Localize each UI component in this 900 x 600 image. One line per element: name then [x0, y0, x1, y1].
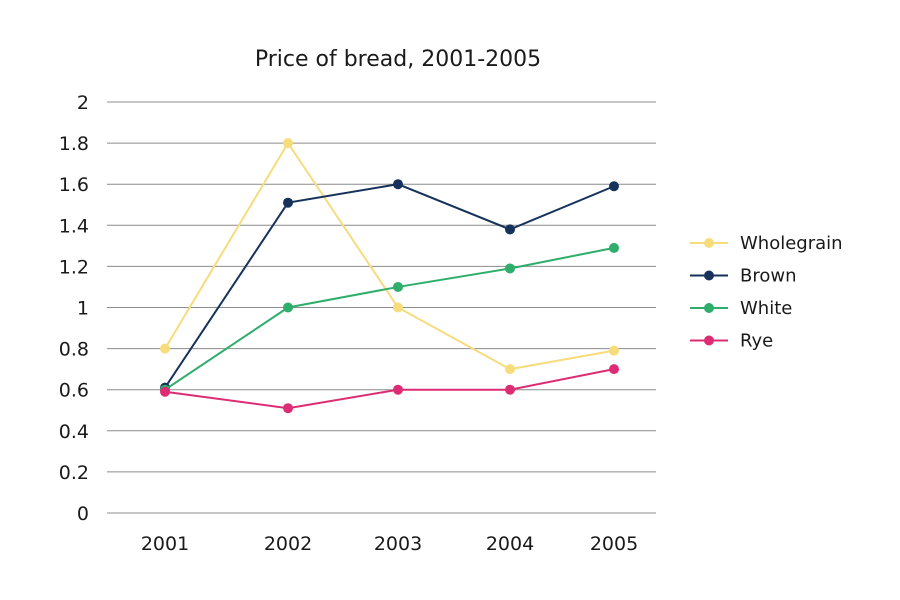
series-line [164, 141, 615, 371]
x-tick-label: 2003 [374, 533, 422, 555]
data-point [609, 345, 619, 356]
y-tick-label: 1.2 [59, 256, 89, 278]
y-tick-label: 2 [77, 92, 89, 114]
y-tick-label: 1.6 [59, 174, 89, 196]
data-point [505, 224, 515, 235]
data-point [160, 386, 170, 397]
y-tick-label: 0.8 [59, 339, 89, 361]
series-brown [160, 179, 619, 393]
x-tick-label: 2005 [590, 533, 638, 555]
x-tick-label: 2001 [141, 533, 189, 555]
legend-label: Wholegrain [740, 233, 843, 254]
legend-swatch-marker [704, 303, 714, 313]
series-white [160, 242, 619, 395]
series-wholegrain [160, 138, 619, 375]
data-point [505, 384, 515, 395]
series-group [160, 138, 619, 414]
legend-label: Rye [740, 331, 773, 352]
legend-item: Rye [690, 331, 773, 352]
y-tick-label: 1 [77, 298, 89, 320]
y-tick-label: 0.4 [59, 421, 89, 443]
y-axis-ticks: 0 0.2 0.4 0.6 0.8 1 1.2 1.4 1.6 1.8 2 [59, 92, 89, 525]
y-tick-label: 1.4 [59, 215, 89, 237]
legend-label: White [740, 298, 792, 319]
data-point [283, 197, 293, 208]
x-axis-ticks: 2001 2002 2003 2004 2005 [141, 533, 638, 555]
data-point [505, 364, 515, 375]
chart-title: Price of bread, 2001-2005 [255, 47, 541, 72]
data-point [505, 263, 515, 274]
series-line [164, 368, 615, 410]
data-point [393, 179, 403, 190]
data-point [283, 403, 293, 414]
x-tick-label: 2004 [486, 533, 534, 555]
legend: Wholegrain Brown White Rye [690, 233, 843, 352]
data-point [283, 138, 293, 149]
legend-item: Wholegrain [690, 233, 843, 254]
data-point [393, 302, 403, 313]
data-point [160, 343, 170, 354]
y-tick-label: 0 [77, 503, 89, 525]
series-rye [160, 364, 619, 414]
y-tick-label: 1.8 [59, 133, 89, 155]
data-point [283, 302, 293, 313]
legend-item: Brown [690, 266, 797, 287]
data-point [609, 364, 619, 375]
legend-swatch-marker [704, 238, 714, 248]
data-point [393, 281, 403, 292]
data-point [393, 384, 403, 395]
y-tick-label: 0.6 [59, 380, 89, 402]
series-line [164, 183, 615, 389]
data-point [609, 242, 619, 253]
legend-swatch-marker [704, 270, 714, 281]
gridlines [107, 101, 656, 514]
data-point [609, 181, 619, 192]
legend-item: White [690, 298, 792, 319]
legend-swatch-marker [704, 335, 714, 346]
series-line [164, 246, 615, 391]
legend-label: Brown [740, 266, 797, 287]
x-tick-label: 2002 [264, 533, 312, 555]
y-tick-label: 0.2 [59, 462, 89, 484]
